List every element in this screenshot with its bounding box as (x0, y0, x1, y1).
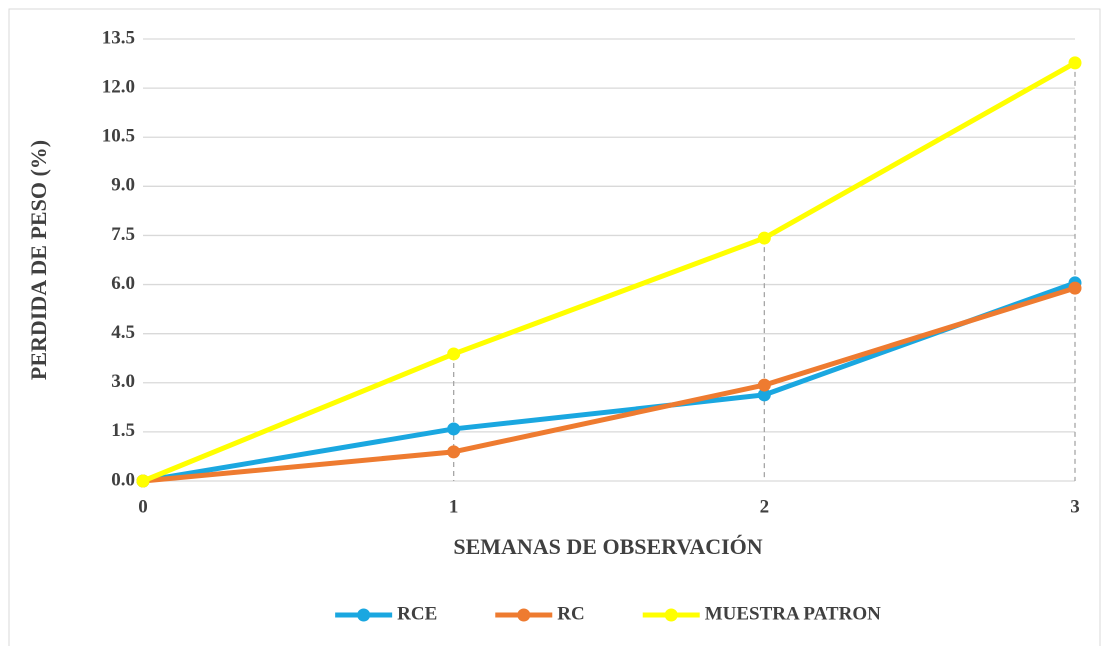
y-tick-label: 10.5 (102, 126, 135, 147)
x-tick-label: 0 (138, 496, 148, 517)
y-tick-label: 4.5 (111, 322, 135, 343)
x-tick-label: 2 (760, 496, 770, 517)
y-tick-label: 7.5 (111, 224, 135, 245)
point (447, 422, 461, 436)
y-tick-label: 1.5 (111, 420, 135, 441)
point (447, 445, 461, 459)
y-axis-title: PERDIDA DE PESO (%) (26, 140, 51, 380)
legend-label: MUESTRA PATRON (705, 603, 881, 624)
point (447, 347, 461, 361)
y-tick-label: 3.0 (111, 371, 135, 392)
y-tick-label: 12.0 (102, 76, 135, 97)
legend-marker (664, 608, 678, 622)
series-line (142, 60, 1077, 484)
chart-frame (8, 8, 1101, 646)
legend-label: RCE (397, 603, 437, 624)
series-line (142, 285, 1076, 484)
legend-marker (517, 608, 531, 622)
y-tick-label: 13.5 (102, 27, 135, 48)
y-tick-label: 9.0 (111, 175, 135, 196)
point (1068, 56, 1082, 70)
y-tick-label: 0.0 (111, 469, 135, 490)
y-tick-label: 6.0 (111, 273, 135, 294)
point (1068, 281, 1082, 295)
point (757, 231, 771, 245)
x-tick-label: 3 (1070, 496, 1080, 517)
legend-marker (357, 608, 371, 622)
point (757, 388, 771, 402)
series-line (142, 280, 1076, 484)
legend-label: RC (557, 603, 584, 624)
point (136, 474, 150, 488)
point (757, 378, 771, 392)
x-axis-title: SEMANAS DE OBSERVACIÓN (453, 534, 762, 559)
x-tick-label: 1 (449, 496, 459, 517)
